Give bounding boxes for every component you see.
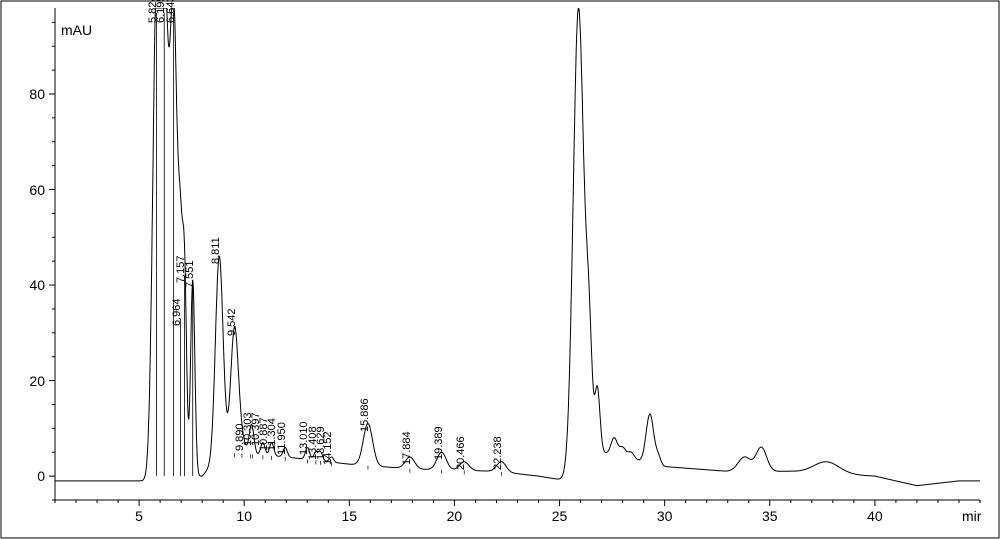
peak-label: 20.466 bbox=[455, 436, 467, 470]
peak-label: 14.152 bbox=[322, 431, 334, 465]
y-tick-label: 60 bbox=[29, 182, 45, 198]
x-tick-label: 25 bbox=[552, 508, 568, 524]
peak-label: 19.389 bbox=[433, 427, 445, 461]
y-tick-label: 20 bbox=[29, 373, 45, 389]
peak-label: 11.950 bbox=[276, 423, 288, 456]
peak-label: 8.811 bbox=[210, 238, 222, 265]
y-tick-label: 0 bbox=[37, 468, 45, 484]
peak-label: 15.886 bbox=[359, 398, 371, 432]
x-tick-label: 40 bbox=[867, 508, 883, 524]
peak-label: 22.238 bbox=[492, 436, 504, 470]
x-tick-label: 5 bbox=[135, 508, 143, 524]
x-tick-label: 10 bbox=[236, 508, 252, 524]
y-tick-label: 40 bbox=[29, 277, 45, 293]
peak-label: 6.643 bbox=[165, 0, 177, 23]
peak-label: 6.964 bbox=[171, 299, 183, 327]
y-axis-label: mAU bbox=[61, 22, 92, 38]
x-tick-label: 35 bbox=[762, 508, 778, 524]
y-tick-label: 80 bbox=[29, 86, 45, 102]
chromatogram-chart: 5101520253035400204060805.8246.1956.6436… bbox=[0, 0, 1000, 539]
x-tick-label: 15 bbox=[342, 508, 358, 524]
x-tick-label: 30 bbox=[657, 508, 673, 524]
x-axis-label-right: mir bbox=[962, 508, 981, 524]
x-tick-label: 20 bbox=[447, 508, 463, 524]
peak-label: 7.551 bbox=[184, 261, 196, 289]
peak-label: 9.542 bbox=[226, 309, 238, 337]
peak-label: 17.884 bbox=[401, 431, 413, 465]
